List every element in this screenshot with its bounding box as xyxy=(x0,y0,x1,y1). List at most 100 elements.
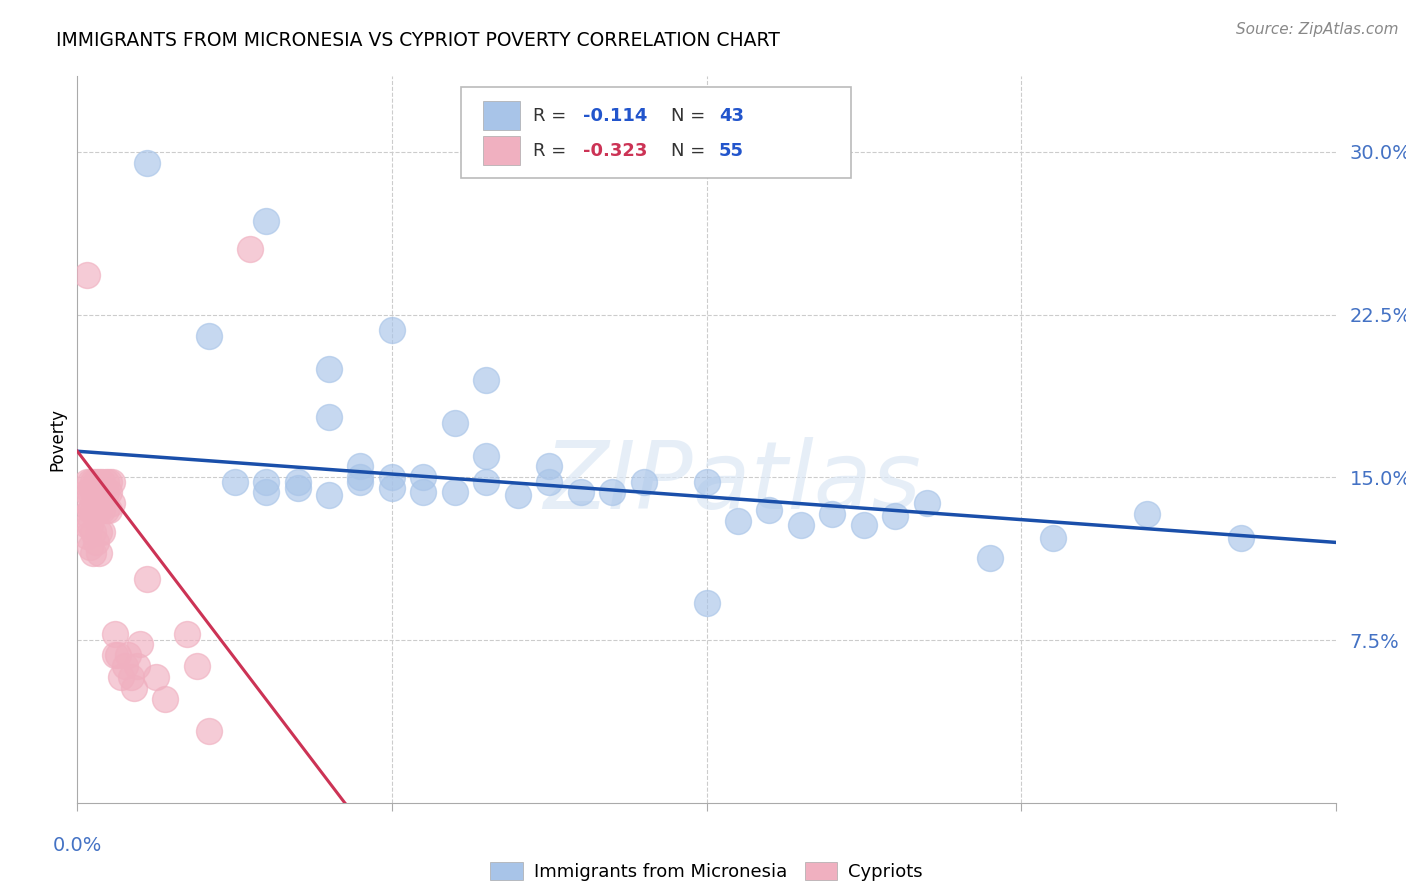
Point xyxy=(1230,531,1253,545)
Point xyxy=(224,475,246,489)
Point xyxy=(1136,507,1159,521)
Point xyxy=(915,496,938,510)
Point xyxy=(101,496,124,510)
Point xyxy=(696,596,718,610)
Point xyxy=(198,724,221,739)
Point xyxy=(97,485,120,500)
Point xyxy=(318,361,340,376)
Point xyxy=(79,518,101,533)
Point xyxy=(104,626,127,640)
Point xyxy=(412,470,434,484)
Point xyxy=(91,524,114,539)
Point xyxy=(127,659,149,673)
Text: IMMIGRANTS FROM MICRONESIA VS CYPRIOT POVERTY CORRELATION CHART: IMMIGRANTS FROM MICRONESIA VS CYPRIOT PO… xyxy=(56,31,780,50)
Point xyxy=(94,503,117,517)
Point xyxy=(122,681,145,695)
Point xyxy=(475,373,498,387)
Point xyxy=(76,496,98,510)
Point xyxy=(884,509,907,524)
Point xyxy=(727,514,749,528)
Point xyxy=(91,475,114,489)
Point xyxy=(79,485,101,500)
Point xyxy=(979,550,1001,565)
Text: R =: R = xyxy=(533,142,572,160)
Point xyxy=(101,475,124,489)
Point xyxy=(76,475,98,489)
Point xyxy=(821,507,844,521)
Point xyxy=(381,323,404,337)
Point xyxy=(76,529,98,543)
Point xyxy=(176,626,198,640)
Point xyxy=(82,485,104,500)
Point xyxy=(569,485,592,500)
Point xyxy=(349,475,371,489)
Point xyxy=(758,503,780,517)
Point xyxy=(412,485,434,500)
Point xyxy=(633,475,655,489)
Point xyxy=(79,540,101,554)
Text: Source: ZipAtlas.com: Source: ZipAtlas.com xyxy=(1236,22,1399,37)
Point xyxy=(852,518,875,533)
Point xyxy=(506,488,529,502)
Point xyxy=(381,470,404,484)
Legend: Immigrants from Micronesia, Cypriots: Immigrants from Micronesia, Cypriots xyxy=(484,855,929,888)
Point xyxy=(444,416,467,430)
Point xyxy=(76,268,98,283)
Point xyxy=(1042,531,1064,545)
Point xyxy=(104,648,127,663)
Point xyxy=(97,475,120,489)
Point xyxy=(79,475,101,489)
Y-axis label: Poverty: Poverty xyxy=(48,408,66,471)
Point xyxy=(84,535,107,549)
Point xyxy=(538,475,561,489)
Point xyxy=(129,637,152,651)
Text: N =: N = xyxy=(671,142,711,160)
Point xyxy=(318,488,340,502)
Point xyxy=(135,155,157,169)
Text: -0.114: -0.114 xyxy=(583,107,648,125)
Point xyxy=(287,475,309,489)
FancyBboxPatch shape xyxy=(461,87,851,178)
Point xyxy=(186,659,208,673)
Point xyxy=(94,475,117,489)
Text: -0.323: -0.323 xyxy=(583,142,648,160)
Point xyxy=(91,503,114,517)
Point xyxy=(254,485,277,500)
Point xyxy=(89,475,111,489)
Point xyxy=(198,329,221,343)
Point xyxy=(696,475,718,489)
Point xyxy=(76,485,98,500)
Point xyxy=(120,670,142,684)
Point xyxy=(89,546,111,560)
Point xyxy=(107,648,129,663)
Point xyxy=(94,485,117,500)
Point xyxy=(84,503,107,517)
Point xyxy=(254,475,277,489)
Point xyxy=(82,524,104,539)
Point xyxy=(239,243,262,257)
Point xyxy=(110,670,132,684)
Text: ZIPatlas: ZIPatlas xyxy=(543,437,921,528)
Point xyxy=(538,459,561,474)
Text: 43: 43 xyxy=(718,107,744,125)
Point xyxy=(318,409,340,424)
Text: R =: R = xyxy=(533,107,572,125)
Point xyxy=(135,572,157,586)
Point xyxy=(444,485,467,500)
Point xyxy=(89,503,111,517)
Point xyxy=(91,485,114,500)
Point xyxy=(114,659,136,673)
Point xyxy=(76,518,98,533)
FancyBboxPatch shape xyxy=(482,136,520,165)
Point xyxy=(82,475,104,489)
Point xyxy=(76,507,98,521)
Point xyxy=(790,518,813,533)
Point xyxy=(84,475,107,489)
Point xyxy=(97,503,120,517)
FancyBboxPatch shape xyxy=(482,102,520,130)
Point xyxy=(349,459,371,474)
Point xyxy=(145,670,167,684)
Point xyxy=(89,524,111,539)
Point xyxy=(349,470,371,484)
Point xyxy=(381,481,404,495)
